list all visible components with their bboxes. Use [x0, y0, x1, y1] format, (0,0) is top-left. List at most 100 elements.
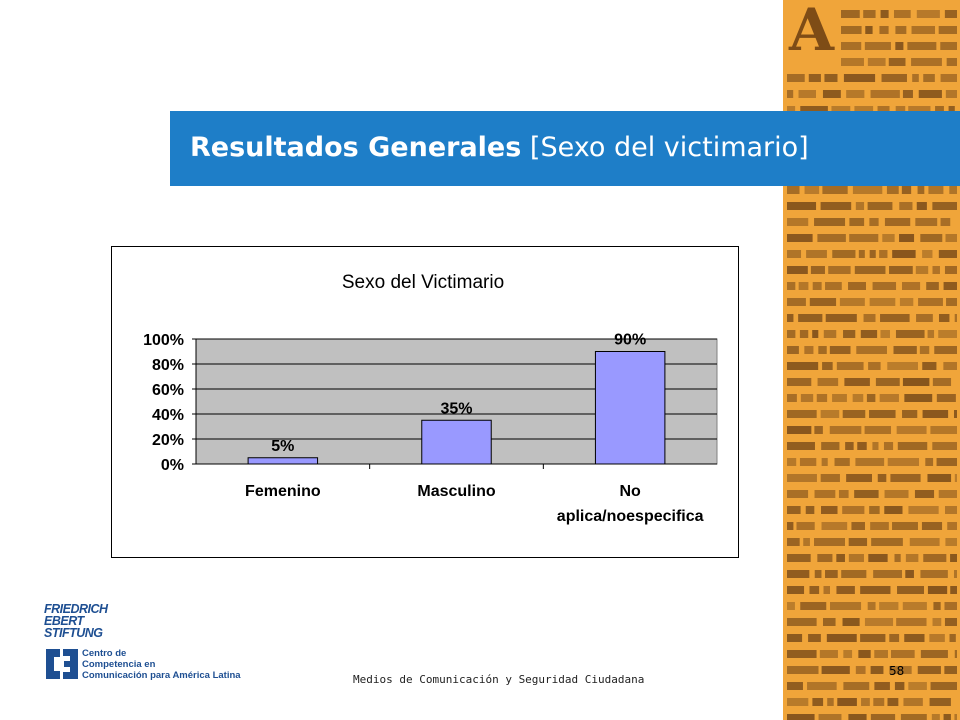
texture-word	[904, 634, 925, 642]
texture-word	[936, 458, 957, 466]
texture-word	[870, 714, 896, 720]
texture-word	[826, 634, 857, 642]
texture-word	[805, 506, 815, 514]
texture-word	[842, 618, 860, 626]
texture-word	[787, 602, 795, 610]
texture-word	[865, 26, 873, 34]
texture-word	[864, 618, 894, 626]
texture-word	[822, 362, 833, 370]
page-number: 58	[889, 664, 905, 678]
y-tick-label: 80%	[152, 357, 184, 374]
c3-logo-line: Centro de	[82, 648, 127, 659]
texture-word	[945, 90, 957, 98]
texture-word	[880, 10, 889, 18]
texture-word	[842, 506, 865, 514]
texture-word	[929, 634, 945, 642]
texture-word	[863, 314, 876, 322]
texture-word	[932, 442, 957, 450]
texture-word	[887, 458, 920, 466]
texture-word	[930, 682, 957, 690]
texture-word	[798, 282, 809, 290]
texture-word	[889, 634, 900, 642]
texture-word	[843, 330, 856, 338]
texture-word	[787, 618, 817, 626]
texture-word	[879, 250, 888, 258]
texture-word	[809, 586, 820, 594]
texture-word	[846, 474, 872, 482]
texture-word	[866, 394, 876, 402]
texture-word	[787, 314, 794, 322]
texture-word	[787, 570, 810, 578]
texture-word	[895, 330, 925, 338]
texture-word	[856, 346, 887, 354]
texture-word	[814, 426, 823, 434]
texture-word	[867, 202, 893, 210]
texture-word	[841, 42, 862, 50]
texture-word	[873, 698, 885, 706]
texture-word	[841, 26, 862, 34]
texture-word	[929, 698, 951, 706]
texture-word	[787, 186, 800, 194]
texture-word	[954, 314, 957, 322]
texture-word	[896, 426, 927, 434]
texture-word	[944, 618, 957, 626]
texture-word	[922, 250, 933, 258]
texture-word	[907, 42, 937, 50]
texture-word	[849, 234, 879, 242]
texture-word	[787, 698, 809, 706]
chart-title: Sexo del Victimario	[342, 272, 504, 293]
texture-word	[832, 250, 856, 258]
texture-word	[855, 202, 865, 210]
texture-word	[944, 10, 957, 18]
texture-word	[869, 218, 879, 226]
texture-word	[916, 314, 933, 322]
texture-word	[821, 522, 848, 530]
texture-word	[787, 90, 794, 98]
texture-word	[927, 474, 952, 482]
texture-word	[891, 650, 915, 658]
texture-word	[821, 506, 838, 514]
texture-word	[841, 58, 864, 66]
texture-word	[814, 570, 822, 578]
texture-word	[867, 602, 876, 610]
texture-word	[902, 90, 913, 98]
texture-word	[787, 202, 817, 210]
texture-word	[814, 218, 846, 226]
texture-word	[787, 426, 812, 434]
fes-logo-line: EBERT	[44, 614, 84, 628]
texture-word	[818, 346, 827, 354]
texture-word	[905, 554, 919, 562]
texture-word	[931, 714, 940, 720]
texture-word	[858, 250, 865, 258]
texture-word	[927, 586, 948, 594]
texture-word	[917, 666, 941, 674]
texture-word	[787, 410, 817, 418]
texture-word	[875, 378, 900, 386]
texture-word	[787, 554, 811, 562]
texture-word	[887, 362, 918, 370]
texture-word	[787, 458, 797, 466]
texture-word	[938, 250, 957, 258]
texture-word	[870, 90, 900, 98]
texture-word	[944, 666, 957, 674]
texture-word	[884, 506, 903, 514]
texture-word	[819, 650, 838, 658]
texture-word	[787, 266, 808, 274]
texture-word	[897, 442, 928, 450]
texture-word	[825, 570, 838, 578]
texture-word	[804, 186, 820, 194]
texture-word	[917, 186, 925, 194]
texture-word	[901, 186, 912, 194]
x-tick-label: aplica/noespecifica	[557, 508, 704, 525]
texture-word	[812, 282, 822, 290]
texture-word	[787, 634, 803, 642]
texture-word	[945, 234, 957, 242]
c3-logo-icon	[46, 649, 78, 679]
texture-word	[884, 490, 909, 498]
texture-word	[869, 250, 876, 258]
data-label: 35%	[440, 400, 472, 417]
texture-word	[787, 506, 801, 514]
texture-word	[867, 58, 886, 66]
texture-word	[861, 698, 870, 706]
texture-word	[818, 714, 842, 720]
